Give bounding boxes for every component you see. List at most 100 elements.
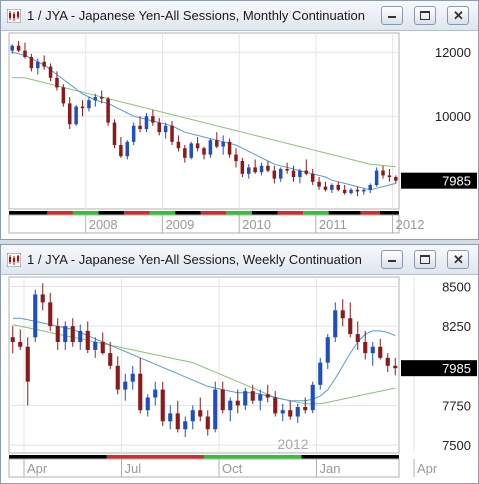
- candle-body: [298, 170, 302, 177]
- candle-body: [385, 357, 390, 366]
- maximize-button[interactable]: [414, 6, 436, 25]
- candle-body: [387, 175, 392, 177]
- x-axis-strip: [8, 458, 400, 478]
- candle-body: [36, 61, 40, 69]
- candle-body: [205, 416, 210, 430]
- candle-body: [291, 170, 296, 177]
- candle-body: [123, 381, 128, 390]
- candle-body: [240, 161, 245, 174]
- candle-body: [125, 141, 130, 157]
- candle-body: [253, 167, 257, 173]
- maximize-button[interactable]: [414, 250, 436, 269]
- candle-body: [250, 391, 255, 401]
- candle-body: [67, 103, 72, 125]
- candle-body: [394, 177, 398, 181]
- candle-body: [25, 346, 30, 382]
- x-tick-label: 2009: [165, 217, 194, 232]
- candle-body: [349, 189, 353, 193]
- x-tick-label: 2010: [242, 217, 271, 232]
- minimize-button[interactable]: [381, 6, 403, 25]
- year-label: 2012: [277, 436, 308, 452]
- candle-body: [348, 318, 353, 335]
- candle-body: [310, 173, 315, 182]
- candle-body: [273, 397, 278, 414]
- candle-body: [145, 397, 150, 411]
- session-bar-segment: [360, 211, 380, 215]
- candle-body: [378, 346, 383, 358]
- close-button[interactable]: ✕: [447, 6, 469, 25]
- candle-body: [381, 170, 385, 176]
- candle-body: [285, 169, 289, 171]
- candle-body: [190, 410, 195, 422]
- candle-body: [215, 140, 219, 147]
- candle-body: [189, 143, 193, 158]
- candle-body: [80, 106, 85, 109]
- candle-body: [176, 141, 181, 149]
- candle-body: [304, 170, 309, 174]
- candle-body: [131, 125, 136, 142]
- candle-body: [138, 373, 143, 411]
- monthly-window-title: 1 / JYA - Japanese Yen-All Sessions, Mon…: [27, 8, 365, 23]
- candle-body: [106, 98, 110, 123]
- candle-body: [355, 189, 360, 192]
- last-price-box: [401, 172, 477, 189]
- candle-body: [55, 77, 59, 88]
- session-bar-segment: [9, 455, 107, 459]
- candle-body: [393, 365, 398, 369]
- session-bar-segment: [303, 211, 329, 215]
- candle-body: [235, 400, 240, 406]
- candle-body: [318, 362, 323, 385]
- weekly-window-title: 1 / JYA - Japanese Yen-All Sessions, Wee…: [27, 252, 362, 267]
- candle-body: [220, 389, 225, 411]
- candle-body: [144, 116, 149, 129]
- candle-body: [183, 421, 188, 430]
- candle-body: [243, 391, 248, 406]
- candle-body: [198, 410, 203, 417]
- x-tick-label: Oct: [222, 461, 243, 476]
- candle-body: [325, 337, 330, 363]
- monthly-price-chart[interactable]: 12000 10000 7985 2008 2009 2010 2011 2012: [1, 31, 478, 239]
- candle-body: [93, 97, 98, 101]
- candle-body: [266, 165, 270, 171]
- slow-moving-average-line: [12, 77, 396, 168]
- session-bar-segment: [98, 211, 125, 215]
- candle-body: [151, 116, 155, 123]
- candle-body: [258, 394, 263, 401]
- monthly-title-bar[interactable]: 1 / JYA - Japanese Yen-All Sessions, Mon…: [1, 1, 478, 31]
- candle-body: [221, 141, 225, 147]
- maximize-icon: [420, 255, 430, 264]
- close-icon: ✕: [453, 252, 464, 267]
- session-bar-segment: [251, 211, 278, 215]
- minimize-button[interactable]: [381, 250, 403, 269]
- close-icon: ✕: [453, 8, 464, 23]
- weekly-title-bar[interactable]: 1 / JYA - Japanese Yen-All Sessions, Wee…: [1, 245, 478, 275]
- candle-body: [246, 167, 251, 174]
- candle-body: [303, 407, 308, 411]
- session-bar-segment: [47, 211, 73, 215]
- session-bar-segment: [124, 211, 150, 215]
- candle-body: [272, 170, 277, 179]
- candle-body: [227, 141, 232, 155]
- candle-body: [153, 389, 158, 398]
- candle-body: [48, 66, 53, 78]
- y-tick-label: 7750: [442, 398, 471, 413]
- candle-body: [265, 394, 270, 398]
- session-bar-segment: [226, 211, 252, 215]
- candle-body: [333, 310, 338, 338]
- candle-body: [33, 294, 38, 338]
- chart-app-icon: [7, 9, 21, 23]
- candle-body: [228, 400, 233, 411]
- candle-body: [280, 410, 285, 414]
- weekly-price-chart[interactable]: 8500 8250 7750 7500 7985 2012 Apr Jul Oct Jan Apr: [1, 275, 478, 483]
- session-bar-segment: [175, 211, 201, 215]
- candle-body: [63, 326, 68, 343]
- close-button[interactable]: ✕: [447, 250, 469, 269]
- y-tick-label: 8250: [442, 319, 471, 334]
- x-tick-label: Jul: [125, 461, 142, 476]
- x-tick-label: Apr: [27, 461, 48, 476]
- candle-body: [195, 143, 200, 149]
- candle-body: [317, 181, 321, 187]
- candle-body: [278, 169, 283, 179]
- candle-body: [336, 185, 341, 190]
- fast-moving-average-line: [12, 317, 396, 402]
